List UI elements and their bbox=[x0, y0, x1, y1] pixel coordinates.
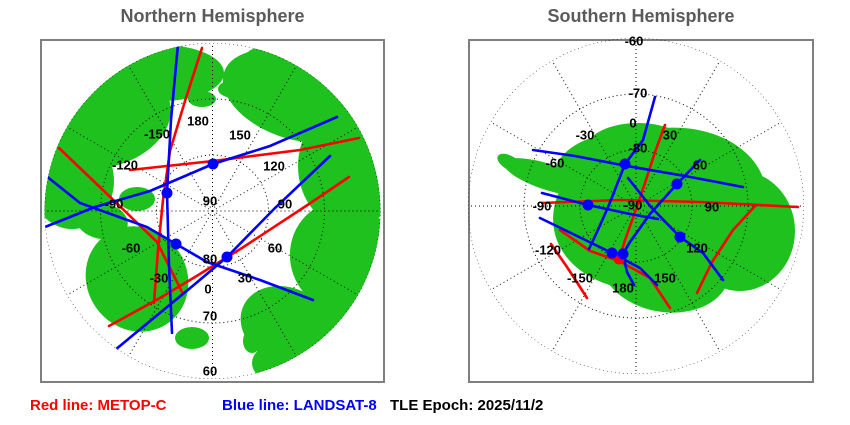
landmass bbox=[76, 202, 128, 240]
longitude-line bbox=[551, 60, 637, 207]
grid-label: -150 bbox=[144, 127, 170, 142]
marker-layer bbox=[161, 158, 233, 263]
grid-label: 90 bbox=[203, 194, 217, 209]
landmass bbox=[244, 47, 284, 71]
grid-label: -90 bbox=[533, 199, 552, 214]
satellite-marker-blue bbox=[617, 248, 629, 260]
legend-landsat-8: Blue line: LANDSAT-8 bbox=[222, 397, 377, 414]
map-clip-group bbox=[44, 43, 381, 379]
longitude-line bbox=[551, 205, 637, 352]
grid-label: -70 bbox=[629, 86, 648, 101]
grid-label: 60 bbox=[203, 364, 217, 379]
grid-label: 30 bbox=[238, 271, 252, 286]
longitude-line bbox=[212, 65, 297, 212]
grid-label: -60 bbox=[122, 241, 141, 256]
groundtrack-red bbox=[152, 46, 204, 305]
grid-label: 90 bbox=[705, 200, 719, 215]
graticule-layer bbox=[44, 43, 381, 379]
satellite-marker-blue bbox=[619, 158, 631, 170]
groundtrack-blue bbox=[587, 95, 657, 251]
southern-hemisphere-map: -60 -70 -80 -90 0 30 -30 60 -60 90 -90 120 -120 150 -1… bbox=[468, 34, 814, 383]
grid-label: -90 bbox=[105, 197, 124, 212]
longitude-line bbox=[635, 121, 782, 207]
grid-label: -120 bbox=[112, 158, 138, 173]
longitude-line bbox=[635, 60, 721, 207]
landmass bbox=[497, 153, 523, 173]
grid-label: 120 bbox=[686, 241, 708, 256]
satellite-marker-blue bbox=[170, 238, 182, 250]
grid-label: 60 bbox=[268, 241, 282, 256]
landmass bbox=[272, 296, 362, 379]
landmass bbox=[243, 329, 261, 353]
north-map-title: Northern Hemisphere bbox=[120, 6, 305, 26]
grid-label: 90 bbox=[278, 197, 292, 212]
landmass bbox=[504, 158, 592, 196]
longitude-line bbox=[66, 210, 213, 296]
north-map-svg: 180 -150 150 -120 120 -90 90 -60 60 -30 30 0 90 80 70 6… bbox=[44, 43, 381, 379]
groundtrack-blue bbox=[44, 115, 339, 229]
satellite-marker-blue bbox=[221, 251, 233, 263]
grid-label: 80 bbox=[203, 252, 217, 267]
groundtrack-red bbox=[549, 242, 589, 300]
map-label-layer: 180 -150 150 -120 120 -90 90 -60 60 -30 30 0 90 80 70 6… bbox=[105, 114, 293, 379]
grid-label: 70 bbox=[203, 309, 217, 324]
grid-label: 0 bbox=[629, 116, 636, 131]
longitude-line bbox=[212, 210, 297, 357]
map-clip-group bbox=[468, 38, 804, 374]
grid-label: -80 bbox=[629, 141, 648, 156]
legend-tle-epoch: TLE Epoch: 2025/11/2 bbox=[390, 397, 544, 414]
satellite-marker-blue bbox=[582, 199, 594, 211]
satellite-marker-blue bbox=[161, 187, 173, 199]
map-label-layer: -60 -70 -80 -90 0 30 -30 60 -60 90 -90 120 -120 150 -1… bbox=[533, 34, 720, 296]
grid-label: 30 bbox=[663, 128, 677, 143]
landmass bbox=[218, 80, 250, 98]
groundtrack-red bbox=[128, 136, 361, 172]
satellite-marker-blue bbox=[674, 231, 686, 243]
grid-label: -30 bbox=[576, 128, 595, 143]
grid-label: -150 bbox=[567, 271, 593, 286]
groundtrack-blue bbox=[540, 191, 660, 221]
grid-label: 180 bbox=[187, 114, 209, 129]
longitude-line bbox=[212, 210, 359, 296]
grid-label: 150 bbox=[654, 271, 676, 286]
grid-label: -120 bbox=[535, 243, 561, 258]
landmass bbox=[685, 171, 795, 291]
grid-label: 150 bbox=[229, 128, 251, 143]
groundtrack-red bbox=[695, 204, 757, 295]
land-layer bbox=[44, 45, 381, 379]
grid-label: -30 bbox=[150, 271, 169, 286]
satellite-marker-blue bbox=[606, 247, 618, 259]
marker-layer bbox=[582, 158, 686, 265]
south-map-svg: -60 -70 -80 -90 0 30 -30 60 -60 90 -90 120 -120 150 -1… bbox=[468, 34, 804, 374]
longitude-line bbox=[212, 126, 359, 212]
longitude-line bbox=[635, 205, 782, 291]
grid-label: 60 bbox=[693, 158, 707, 173]
grid-label: 0 bbox=[204, 282, 211, 297]
satellite-marker-blue bbox=[207, 158, 219, 170]
grid-label: 180 bbox=[612, 281, 634, 296]
longitude-line bbox=[635, 205, 721, 352]
grid-label: -90 bbox=[624, 198, 643, 213]
northern-hemisphere-map: 180 -150 150 -120 120 -90 90 -60 60 -30 30 0 90 80 70 6… bbox=[40, 39, 385, 383]
grid-label: -60 bbox=[625, 34, 644, 49]
south-map-title: Southern Hemisphere bbox=[547, 6, 735, 26]
grid-label: 120 bbox=[263, 159, 285, 174]
landmass bbox=[252, 345, 296, 379]
landmass bbox=[175, 327, 209, 349]
satellite-marker-blue bbox=[671, 178, 683, 190]
grid-label: -60 bbox=[546, 156, 565, 171]
legend-metop-c: Red line: METOP-C bbox=[30, 397, 167, 414]
legend-bar: Red line: METOP-C Blue line: LANDSAT-8 T… bbox=[0, 397, 850, 421]
groundtrack-red bbox=[618, 123, 667, 259]
